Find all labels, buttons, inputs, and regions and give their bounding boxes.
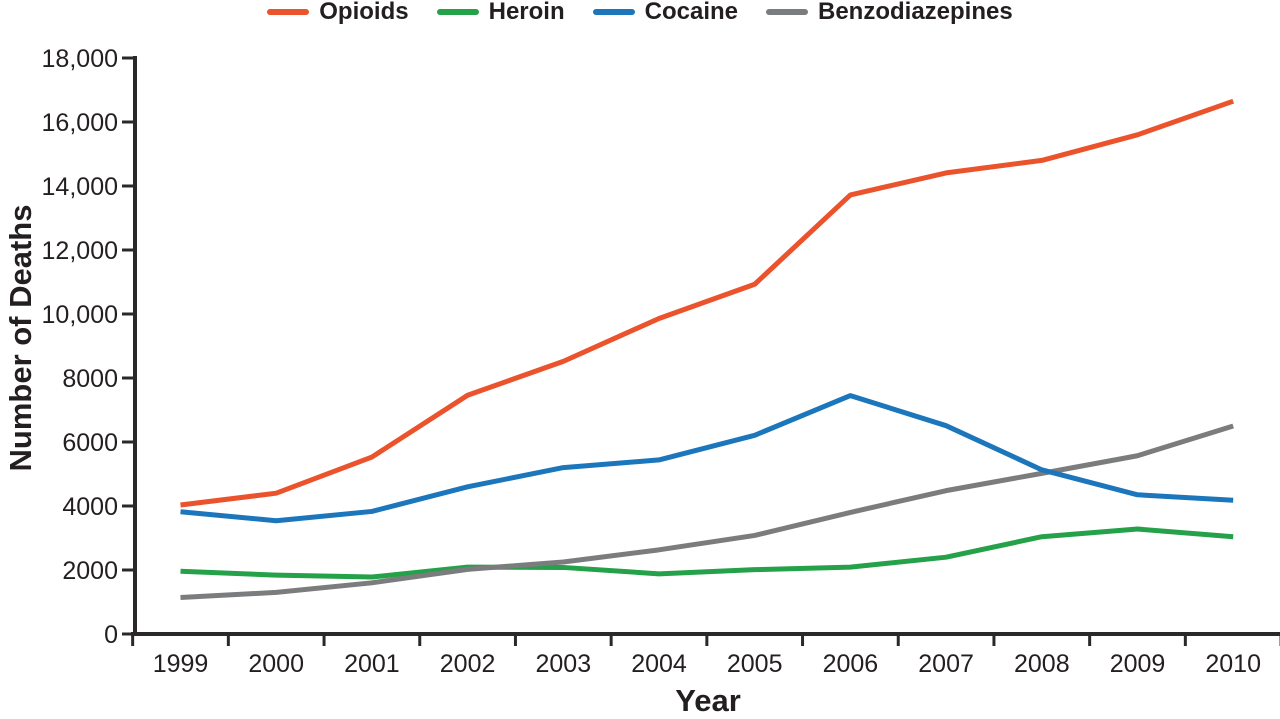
legend-item-benzodiazepines: Benzodiazepines: [766, 0, 1013, 24]
y-tick-label: 14,000: [42, 173, 118, 201]
legend-label-cocaine: Cocaine: [644, 0, 738, 25]
x-tick-label: 2009: [1110, 650, 1166, 678]
legend-item-opioids: Opioids: [267, 0, 409, 25]
y-tick-label: 18,000: [42, 45, 118, 73]
y-tick-label: 2000: [62, 557, 118, 585]
x-tick-label: 2001: [344, 650, 400, 678]
series-line-opioids: [180, 98, 1235, 508]
heroin-line-swatch-icon: [436, 8, 479, 15]
x-tick-label: 2010: [1205, 650, 1261, 678]
series-line-benzodiazepines: [180, 423, 1234, 601]
y-tick-label: 12,000: [42, 237, 118, 265]
y-tick-label: 6000: [62, 429, 118, 457]
x-tick-label: 2004: [631, 650, 687, 678]
legend-label-heroin: Heroin: [488, 0, 565, 25]
x-tick-label: 1999: [153, 650, 209, 678]
x-tick-label: 2008: [1014, 650, 1070, 678]
series-line-heroin: [180, 526, 1234, 580]
legend-label-opioids: Opioids: [319, 0, 409, 25]
opioids-line-swatch-icon: [267, 8, 310, 15]
legend-label-benzodiazepines: Benzodiazepines: [818, 0, 1013, 25]
legend: Opioids Heroin Cocaine Benzodiazepines: [0, 0, 1280, 25]
legend-item-cocaine: Cocaine: [592, 0, 738, 25]
x-tick-label: 2000: [248, 650, 304, 678]
x-tick-label: 2003: [535, 650, 591, 678]
x-axis-title: Year: [675, 683, 741, 718]
y-tick-label: 16,000: [42, 109, 118, 137]
y-tick-label: 4000: [62, 493, 118, 521]
x-tick-label: 2002: [440, 650, 496, 678]
x-tick-label: 2007: [918, 650, 974, 678]
y-tick-label: 8000: [62, 365, 118, 393]
x-tick-label: 2005: [727, 650, 783, 678]
benzodiazepines-line-swatch-icon: [766, 8, 808, 15]
legend-item-heroin: Heroin: [436, 0, 565, 25]
y-tick-label: 0: [104, 621, 118, 649]
cocaine-line-swatch-icon: [592, 8, 635, 15]
x-tick-label: 2006: [823, 650, 879, 678]
series-line-cocaine: [180, 393, 1234, 524]
y-tick-label: 10,000: [42, 301, 118, 329]
